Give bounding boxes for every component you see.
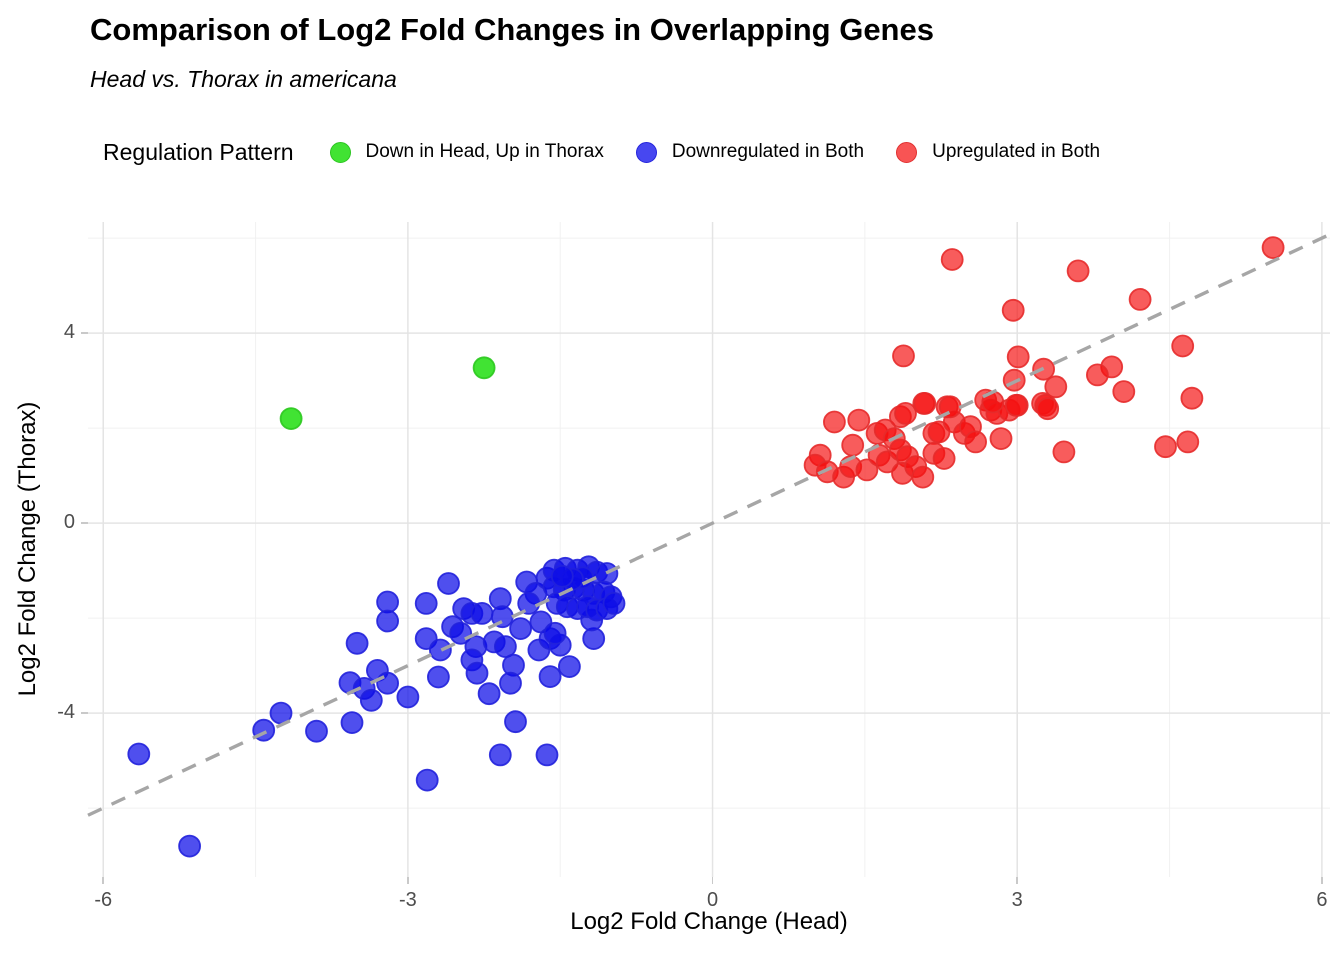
data-point <box>911 465 935 489</box>
data-point <box>538 665 562 689</box>
data-point <box>1006 345 1030 369</box>
legend-item: Down in Head, Up in Thorax <box>329 141 604 163</box>
data-point <box>1176 430 1200 454</box>
data-point <box>1180 386 1204 410</box>
data-point <box>426 665 450 689</box>
y-tick-label: 0 <box>63 511 75 534</box>
identity-reference-line <box>87 232 1331 817</box>
data-point <box>1112 380 1136 404</box>
data-point <box>932 447 956 470</box>
chart-subtitle: Head vs. Thorax in americana <box>90 66 397 92</box>
data-point <box>1044 375 1068 399</box>
data-point <box>543 621 567 645</box>
data-point <box>465 661 489 685</box>
data-point <box>855 458 879 482</box>
legend-title: Regulation Pattern <box>103 138 294 165</box>
data-point <box>1128 288 1152 311</box>
data-point <box>345 631 369 655</box>
x-tick-label: 6 <box>1316 889 1328 911</box>
chart-title: Comparison of Log2 Fold Changes in Overl… <box>90 12 934 47</box>
data-point <box>964 430 987 454</box>
x-tick-mark <box>102 877 104 884</box>
data-point <box>279 407 303 431</box>
x-tick-label: -3 <box>398 889 417 911</box>
x-axis-title: Log2 Fold Change (Head) <box>570 908 848 935</box>
series <box>279 356 496 431</box>
data-point <box>178 834 201 858</box>
x-tick-label: -6 <box>94 889 113 911</box>
data-point <box>415 768 439 792</box>
y-tick-mark <box>81 332 88 334</box>
legend-items: Down in Head, Up in Thorax Downregulated … <box>329 141 1100 163</box>
data-point <box>989 427 1013 451</box>
data-point <box>472 356 496 380</box>
data-point <box>376 590 400 614</box>
data-point <box>376 671 400 695</box>
data-point <box>396 685 420 709</box>
data-point <box>499 671 522 695</box>
y-tick-mark <box>81 522 88 524</box>
x-tick-mark <box>407 877 409 884</box>
series <box>127 555 626 858</box>
data-point <box>1086 363 1109 387</box>
data-point <box>504 710 527 734</box>
y-axis-title: Log2 Fold Change (Thorax) <box>14 401 41 697</box>
legend-item-label: Down in Head, Up in Thorax <box>365 141 604 162</box>
x-tick-label: 3 <box>1011 889 1023 911</box>
y-tick-label: -4 <box>57 701 75 724</box>
data-point <box>340 711 364 735</box>
data-point <box>892 344 915 368</box>
legend-dot-icon <box>329 141 351 163</box>
data-point <box>1052 440 1076 464</box>
data-point <box>470 601 494 625</box>
data-point <box>127 742 151 766</box>
legend-item: Downregulated in Both <box>635 141 865 163</box>
data-point <box>477 682 501 706</box>
data-point <box>1036 397 1060 421</box>
scatter-plot <box>87 222 1331 877</box>
data-point <box>376 609 400 633</box>
x-tick-label: 0 <box>706 889 719 911</box>
data-point <box>1001 298 1025 322</box>
data-point <box>535 743 559 767</box>
x-tick-mark <box>1321 877 1323 884</box>
data-point <box>1066 259 1090 283</box>
data-point <box>913 391 937 415</box>
y-tick-label: 4 <box>63 321 75 344</box>
legend: Regulation Pattern Down in Head, Up in T… <box>103 134 1100 170</box>
data-point <box>582 627 606 651</box>
legend-item-label: Upregulated in Both <box>932 141 1101 162</box>
data-point <box>428 638 452 662</box>
data-point <box>847 408 871 432</box>
data-point <box>1171 334 1195 358</box>
data-point <box>823 410 846 434</box>
legend-dot-icon <box>635 141 657 163</box>
data-point <box>305 719 328 743</box>
data-point <box>557 655 581 679</box>
data-point <box>488 743 512 767</box>
legend-item: Upregulated in Both <box>896 141 1100 163</box>
data-point <box>1154 435 1177 459</box>
data-point <box>1261 236 1285 260</box>
data-point <box>841 433 865 457</box>
y-tick-mark <box>81 712 88 714</box>
data-point <box>550 564 574 588</box>
data-point <box>359 688 383 712</box>
legend-dot-icon <box>896 141 918 163</box>
plot-panel <box>87 222 1331 877</box>
x-tick-mark <box>711 877 714 884</box>
data-point <box>493 635 517 659</box>
data-point <box>509 617 533 641</box>
data-point <box>414 591 438 615</box>
series <box>803 236 1285 489</box>
data-point <box>940 248 964 271</box>
data-point <box>602 591 626 615</box>
x-tick-mark <box>1016 877 1018 884</box>
legend-item-label: Downregulated in Both <box>671 141 865 162</box>
data-point <box>437 572 460 595</box>
data-point <box>894 401 917 425</box>
data-point <box>1004 393 1028 417</box>
